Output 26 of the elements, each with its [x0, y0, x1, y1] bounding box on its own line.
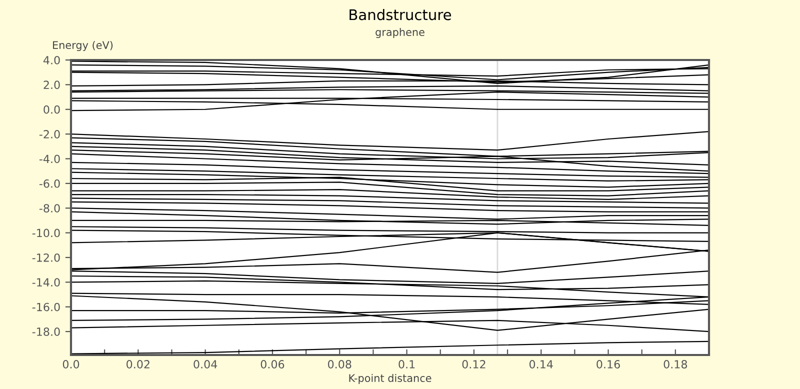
y-tick-label: -8.0: [39, 204, 60, 212]
x-tick-label: 0.06: [260, 360, 284, 368]
chart-title: Bandstructure: [350, 8, 452, 20]
x-tick-label: 0.18: [664, 360, 688, 368]
y-tick-label: -10.0: [32, 228, 60, 238]
x-tick-label: 0.12: [462, 360, 486, 368]
y-axis-title: Energy (eV): [53, 40, 113, 52]
y-tick-label: 0.0: [44, 105, 60, 114]
x-tick-label: 0.04: [194, 360, 218, 368]
x-tick-label: 0.02: [126, 360, 150, 368]
y-tick-label: -16.0: [32, 302, 60, 312]
chart-subtitle: graphene: [376, 28, 424, 38]
x-axis-title: K-point distance: [349, 374, 432, 384]
y-tick-label: 2.0: [44, 80, 60, 90]
y-tick-label: 4.0: [43, 56, 60, 64]
x-tick-label: 0.08: [328, 360, 352, 368]
x-tick-label: 0.0: [62, 360, 80, 368]
x-tick-label: 0.1: [398, 360, 415, 368]
y-tick-label: -2.0: [39, 130, 60, 138]
y-tick-label: -14.0: [32, 278, 60, 287]
y-tick-label: -12.0: [32, 253, 60, 262]
x-tick-label: 0.14: [529, 360, 553, 368]
y-tick-label: -18.0: [32, 328, 60, 336]
y-tick-label: -4.0: [39, 154, 60, 164]
y-tick-label: -6.0: [39, 179, 60, 188]
x-tick-label: 0.16: [596, 360, 620, 368]
